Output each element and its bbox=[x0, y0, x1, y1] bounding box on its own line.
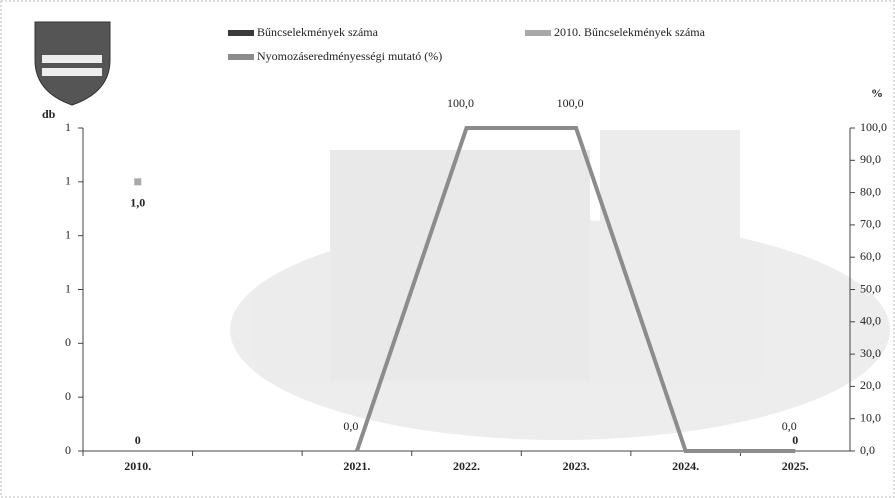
data-label: 0 bbox=[792, 433, 798, 447]
y2-tick-label: 10,0 bbox=[860, 410, 881, 424]
y2-tick-label: 60,0 bbox=[860, 249, 881, 263]
y-tick-label: 1 bbox=[65, 281, 71, 295]
y2-tick-label: 50,0 bbox=[860, 281, 881, 295]
y-tick-label: 0 bbox=[65, 335, 71, 349]
y-tick-label: 0 bbox=[65, 389, 71, 403]
y-tick-label: 0 bbox=[65, 443, 71, 457]
y-tick-label: 1 bbox=[65, 227, 71, 241]
x-tick-label: 2022. bbox=[453, 459, 480, 473]
data-label: 100,0 bbox=[447, 96, 474, 110]
y2-tick-label: 100,0 bbox=[860, 120, 887, 134]
legend-label: Nyomozáseredményességi mutató (%) bbox=[257, 49, 442, 63]
y2-tick-label: 80,0 bbox=[860, 184, 881, 198]
data-label: 1,0 bbox=[130, 196, 145, 210]
legend-swatch bbox=[228, 54, 254, 60]
y2-axis-label: % bbox=[871, 86, 883, 100]
y2-tick-label: 40,0 bbox=[860, 314, 881, 328]
y2-tick-label: 30,0 bbox=[860, 346, 881, 360]
y2-tick-label: 0,0 bbox=[860, 443, 875, 457]
x-tick-label: 2021. bbox=[343, 459, 370, 473]
y-tick-label: 1 bbox=[65, 174, 71, 188]
legend-swatch bbox=[228, 30, 254, 36]
legend-label: 2010. Bűncselekmények száma bbox=[554, 25, 706, 39]
x-tick-label: 2010. bbox=[124, 459, 151, 473]
data-label: 0 bbox=[135, 433, 141, 447]
point bbox=[134, 178, 141, 185]
data-label: 0,0 bbox=[782, 419, 797, 433]
page: db % 00011110,010,020,030,040,050,060,07… bbox=[0, 0, 895, 498]
x-tick-label: 2023. bbox=[563, 459, 590, 473]
y2-tick-label: 90,0 bbox=[860, 152, 881, 166]
data-label: 0,0 bbox=[343, 419, 358, 433]
y2-tick-label: 20,0 bbox=[860, 378, 881, 392]
legend-label: Bűncselekmények száma bbox=[257, 25, 379, 39]
y2-tick-label: 70,0 bbox=[860, 217, 881, 231]
x-tick-label: 2024. bbox=[672, 459, 699, 473]
chart: db % 00011110,010,020,030,040,050,060,07… bbox=[0, 0, 895, 498]
y-axis-label: db bbox=[42, 107, 56, 121]
data-label: 100,0 bbox=[557, 96, 584, 110]
x-tick-label: 2025. bbox=[782, 459, 809, 473]
legend-swatch bbox=[525, 30, 551, 36]
y-tick-label: 1 bbox=[65, 120, 71, 134]
